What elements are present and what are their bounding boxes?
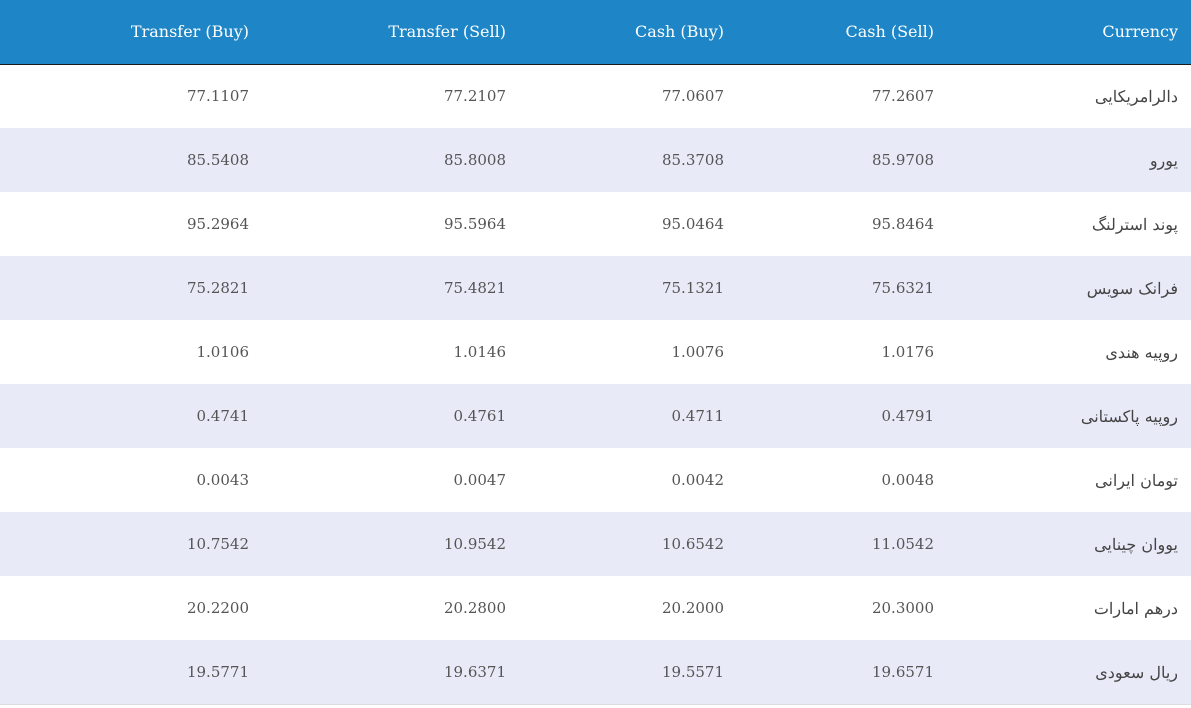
- cell-transfer-sell: 19.6371: [443, 663, 506, 681]
- table-row: 19.5771 19.6371 19.5571 19.6571 ریال سعودی: [0, 640, 1191, 704]
- cell-currency: دالرامریکایی: [1094, 86, 1178, 106]
- cell-cash-sell: 77.2607: [871, 87, 934, 106]
- cell-transfer-sell: 77.2107: [443, 87, 506, 106]
- table-row: 20.2200 20.2800 20.2000 20.3000 درهم امارات: [0, 576, 1191, 640]
- cell-cash-sell: 19.6571: [871, 663, 934, 681]
- table-row: 10.7542 10.9542 10.6542 11.0542 یووان چینایی: [0, 512, 1191, 576]
- cell-transfer-sell: 10.9542: [443, 535, 506, 553]
- cell-currency: تومان ایرانی: [1095, 470, 1178, 490]
- cell-currency: ریال سعودی: [1095, 662, 1178, 682]
- cell-cash-buy: 20.2000: [661, 599, 724, 617]
- cell-transfer-buy: 20.2200: [186, 599, 249, 617]
- cell-cash-sell: 0.4791: [881, 407, 935, 425]
- cell-cash-buy: 19.5571: [661, 663, 724, 681]
- cell-currency: درهم امارات: [1093, 598, 1178, 618]
- cell-cash-sell: 11.0542: [871, 535, 934, 553]
- cell-cash-sell: 85.9708: [871, 151, 934, 169]
- header-cash-buy: Cash (Buy): [507, 0, 724, 65]
- cell-cash-buy: 0.4711: [671, 407, 725, 425]
- cell-transfer-buy: 1.0106: [196, 343, 250, 361]
- cell-transfer-buy: 10.7542: [186, 535, 249, 553]
- cell-currency: فرانک سویس: [1086, 278, 1178, 298]
- table-body: 77.1107 77.2107 77.0607 77.2607 دالرامریکایی…: [0, 64, 1191, 704]
- cell-cash-sell: 0.0048: [881, 471, 935, 489]
- cell-cash-buy: 1.0076: [671, 343, 725, 361]
- table-row: 75.2821 75.4821 75.1321 75.6321 فرانک سویس: [0, 256, 1191, 320]
- cell-cash-buy: 10.6542: [661, 535, 724, 553]
- cell-currency: روپیه پاکستانی: [1080, 406, 1178, 426]
- header-row: Transfer (Buy) Transfer (Sell) Cash (Buy…: [0, 0, 1191, 65]
- cell-transfer-buy: 85.5408: [186, 151, 249, 169]
- cell-transfer-sell: 0.0047: [453, 471, 507, 489]
- cell-transfer-sell: 95.5964: [443, 215, 506, 233]
- cell-transfer-sell: 0.4761: [453, 407, 507, 425]
- cell-transfer-buy: 77.1107: [186, 87, 249, 106]
- table-row: 0.4741 0.4761 0.4711 0.4791 روپیه پاکستانی: [0, 384, 1191, 448]
- table-header: Transfer (Buy) Transfer (Sell) Cash (Buy…: [0, 0, 1191, 65]
- cell-transfer-buy: 0.0043: [196, 471, 250, 489]
- header-transfer-sell: Transfer (Sell): [250, 0, 507, 65]
- cell-transfer-sell: 85.8008: [443, 151, 506, 169]
- cell-cash-sell: 1.0176: [881, 343, 935, 361]
- cell-cash-buy: 95.0464: [661, 215, 724, 233]
- cell-transfer-buy: 75.2821: [186, 279, 249, 297]
- table-row: 1.0106 1.0146 1.0076 1.0176 روپیه هندی: [0, 320, 1191, 384]
- table-row: 95.2964 95.5964 95.0464 95.8464 پوند استرلنگ: [0, 192, 1191, 256]
- cell-currency: یووان چینایی: [1094, 534, 1178, 554]
- cell-cash-buy: 0.0042: [671, 471, 725, 489]
- cell-currency: روپیه هندی: [1105, 342, 1178, 362]
- cell-cash-buy: 85.3708: [661, 151, 724, 169]
- header-cash-sell: Cash (Sell): [724, 0, 934, 65]
- cell-transfer-buy: 95.2964: [186, 215, 249, 233]
- cell-transfer-sell: 1.0146: [453, 343, 507, 361]
- cell-cash-buy: 77.0607: [661, 87, 724, 106]
- cell-cash-sell: 75.6321: [871, 279, 934, 297]
- cell-transfer-sell: 75.4821: [443, 279, 506, 297]
- table-row: 77.1107 77.2107 77.0607 77.2607 دالرامریکایی: [0, 64, 1191, 128]
- cell-transfer-buy: 0.4741: [196, 407, 250, 425]
- cell-transfer-buy: 19.5771: [186, 663, 249, 681]
- table-row: 85.5408 85.8008 85.3708 85.9708 یورو: [0, 128, 1191, 192]
- cell-cash-buy: 75.1321: [661, 279, 724, 297]
- header-currency: Currency: [934, 0, 1191, 65]
- cell-transfer-sell: 20.2800: [443, 599, 506, 617]
- cell-currency: پوند استرلنگ: [1091, 214, 1178, 234]
- header-transfer-buy: Transfer (Buy): [0, 0, 250, 65]
- table-bottom-divider: [0, 704, 1191, 705]
- cell-currency: یورو: [1149, 150, 1178, 170]
- cell-cash-sell: 20.3000: [871, 599, 934, 617]
- cell-cash-sell: 95.8464: [871, 215, 934, 233]
- table-row: 0.0043 0.0047 0.0042 0.0048 تومان ایرانی: [0, 448, 1191, 512]
